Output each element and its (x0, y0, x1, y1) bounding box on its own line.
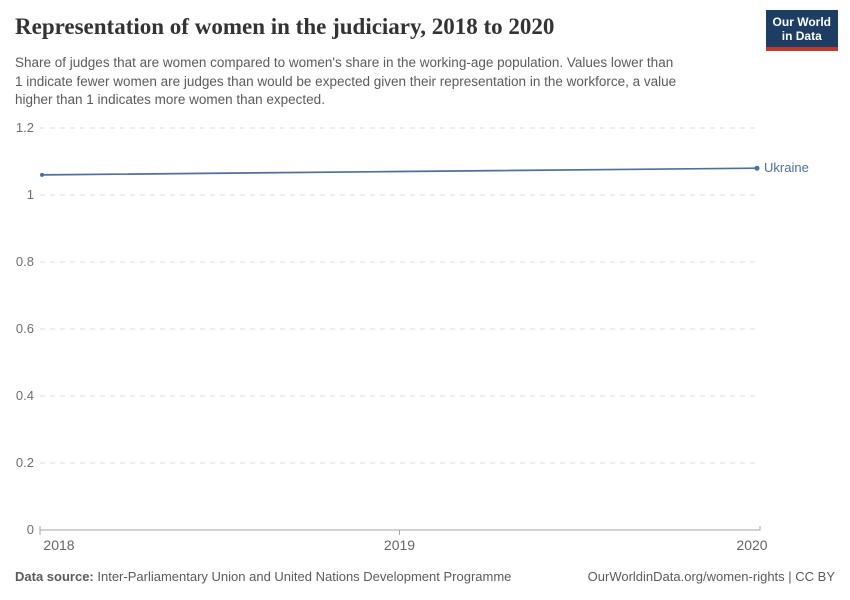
data-source-note: Data source: Inter-Parliamentary Union a… (15, 569, 511, 584)
series-label-ukraine[interactable]: Ukraine (764, 160, 809, 176)
chart-subtitle: Share of judges that are women compared … (15, 54, 755, 110)
y-axis-tick-label: 1 (26, 187, 34, 202)
y-axis-tick-label: 0.2 (15, 455, 34, 470)
x-axis-tick-label: 2019 (383, 537, 416, 553)
data-point-marker[interactable] (754, 165, 760, 171)
data-point-marker[interactable] (40, 172, 44, 177)
data-source-label: Data source: (15, 569, 94, 584)
y-axis-tick-label: 0.8 (15, 254, 34, 269)
subtitle-line: higher than 1 indicates more women than … (15, 92, 325, 107)
owid-logo[interactable]: Our World in Data (765, 10, 838, 51)
owid-url-link[interactable]: OurWorldinData.org/women-rights | CC BY (587, 569, 835, 584)
chart-footer: Data source: Inter-Parliamentary Union a… (15, 569, 835, 584)
ukraine-series-line[interactable] (41, 167, 758, 176)
x-axis-tick-label: 2018 (43, 537, 75, 553)
y-axis-tick-label: 1.2 (15, 120, 34, 135)
subtitle-line: 1 indicate fewer women are judges than w… (15, 73, 677, 89)
page-title: Representation of women in the judiciary… (15, 14, 555, 39)
data-source-text: Inter-Parliamentary Union and United Nat… (97, 569, 512, 584)
x-axis-tick-label: 2020 (736, 537, 768, 553)
y-axis-tick-label: 0 (26, 522, 34, 537)
y-axis-tick-label: 0.4 (15, 388, 34, 403)
y-axis-tick-label: 0.6 (15, 321, 34, 336)
owid-logo-line1: Our World (772, 15, 831, 29)
subtitle-line: Share of judges that are women compared … (15, 55, 674, 70)
x-axis-line (39, 526, 761, 531)
owid-logo-line2: in Data (781, 29, 822, 43)
